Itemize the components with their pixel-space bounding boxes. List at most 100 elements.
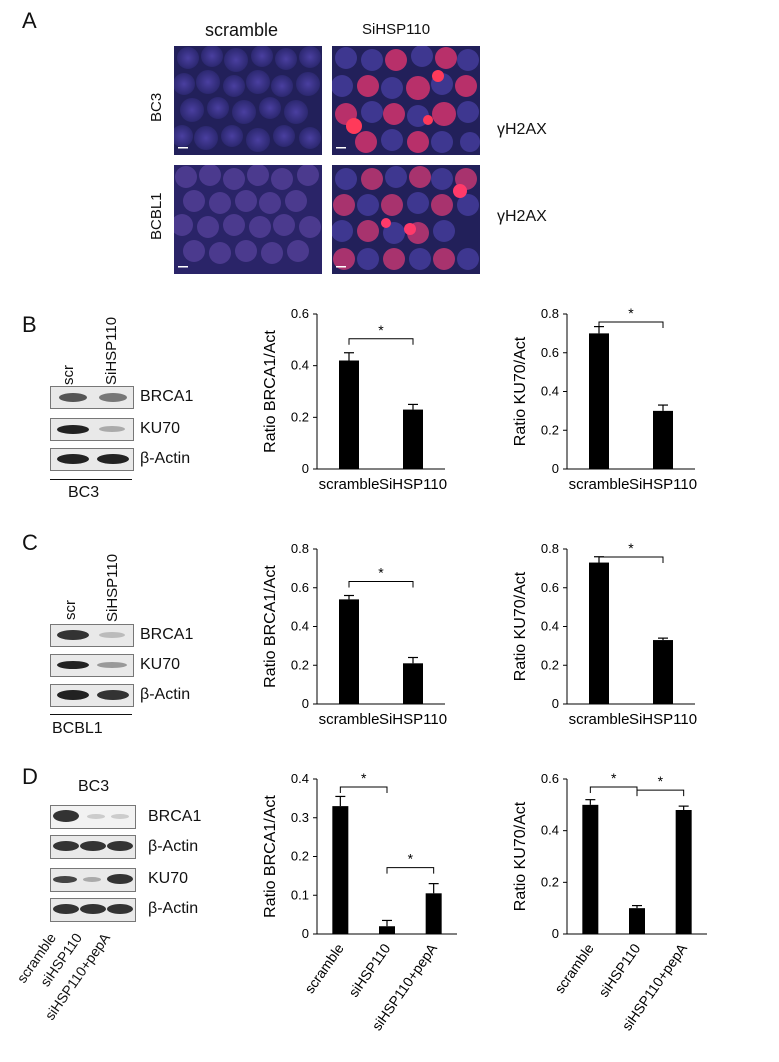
significance-marker: * <box>628 305 634 321</box>
band-label-brca1-b: BRCA1 <box>140 388 194 405</box>
cell-line-label-c: BCBL1 <box>52 720 103 737</box>
significance-bracket <box>598 321 664 328</box>
micrograph-bc3-scramble <box>174 46 322 155</box>
blot-brca1-b <box>50 386 134 409</box>
lane-label-sihsp110-c: SiHSP110 <box>104 553 121 622</box>
blot-actin-d1 <box>50 835 136 859</box>
band-label-ku70-b: KU70 <box>140 420 181 437</box>
panel-label-b: B <box>22 312 37 337</box>
bar <box>589 562 609 704</box>
x-category-label: siHSP110 <box>595 940 643 999</box>
y-tick-label: 0 <box>552 696 559 711</box>
lane-label-sihsp110-b: SiHSP110 <box>103 316 120 385</box>
y-tick-label: 0.2 <box>291 409 309 424</box>
band-label-actin-c: β-Actin <box>140 686 191 703</box>
y-tick-label: 0.2 <box>541 422 559 437</box>
x-category-label: scramble <box>319 476 380 493</box>
significance-marker: * <box>378 322 384 338</box>
col-header-scramble: scramble <box>205 20 279 40</box>
panel-label-a: A <box>22 8 37 33</box>
micrograph-bc3-sihsp110 <box>332 46 480 155</box>
stain-label-bc3: γH2AX <box>497 121 547 138</box>
panel-label-c: C <box>22 530 38 555</box>
y-tick-label: 0.4 <box>541 384 559 399</box>
y-tick-label: 0.2 <box>291 657 309 672</box>
band-label-actin-d2: β-Actin <box>148 900 199 917</box>
cell-line-label-d: BC3 <box>78 778 110 795</box>
blot-brca1-d <box>50 805 136 829</box>
y-tick-label: 0.2 <box>541 874 559 889</box>
bar <box>589 333 609 469</box>
bar <box>653 640 673 704</box>
y-tick-label: 0.6 <box>291 306 309 321</box>
x-category-label: siHSP110 <box>345 940 393 999</box>
blot-actin-d2 <box>50 898 136 922</box>
significance-marker: * <box>628 540 634 556</box>
band-label-actin-b: β-Actin <box>140 450 191 467</box>
y-axis-label: Ratio BRCA1/Act <box>262 565 279 688</box>
y-axis-label: Ratio BRCA1/Act <box>262 795 279 918</box>
band-label-actin-d1: β-Actin <box>148 838 199 855</box>
y-tick-label: 0.4 <box>291 619 309 634</box>
y-tick-label: 0.2 <box>541 657 559 672</box>
y-tick-label: 0 <box>302 461 309 476</box>
x-category-label: SiHSP110 <box>629 476 697 493</box>
row-label-bcbl1: BCBL1 <box>148 192 165 240</box>
band-label-brca1-c: BRCA1 <box>140 626 194 643</box>
blot-actin-c <box>50 684 134 707</box>
y-tick-label: 0.6 <box>541 771 559 786</box>
significance-bracket <box>348 338 414 345</box>
cell-line-rule-c <box>50 714 132 715</box>
chart-b-brca1: Ratio BRCA1/Act 0 0.2 0.4 0.6 scramble SiHSP11… <box>262 306 447 493</box>
significance-bracket <box>339 786 388 793</box>
significance-marker: * <box>408 851 414 867</box>
chart-c-brca1: Ratio BRCA1/Act 0 0.2 0.4 0.6 0.8 scramble SiHS… <box>262 541 447 728</box>
y-tick-label: 0 <box>302 696 309 711</box>
x-category-label: scramble <box>319 711 380 728</box>
y-axis-label: Ratio BRCA1/Act <box>262 330 279 453</box>
band-label-ku70-c: KU70 <box>140 656 181 673</box>
y-tick-label: 0.6 <box>291 580 309 595</box>
y-tick-label: 0.2 <box>291 849 309 864</box>
bar <box>403 663 423 704</box>
significance-bracket <box>589 786 638 793</box>
y-axis-label: Ratio KU70/Act <box>512 571 529 681</box>
significance-marker: * <box>361 770 367 786</box>
stain-label-bcbl1: γH2AX <box>497 208 547 225</box>
y-tick-label: 0.8 <box>541 306 559 321</box>
bar <box>403 409 423 469</box>
blot-actin-b <box>50 448 134 471</box>
bar <box>332 806 349 934</box>
significance-bracket <box>386 867 435 874</box>
significance-bracket <box>598 556 664 563</box>
bar <box>629 908 645 934</box>
y-axis-label: Ratio KU70/Act <box>512 801 529 911</box>
blot-ku70-d <box>50 868 136 892</box>
bar <box>339 360 359 469</box>
micrograph-bcbl1-sihsp110 <box>332 165 480 274</box>
y-tick-label: 0.4 <box>541 823 559 838</box>
x-category-label: scramble <box>551 940 597 996</box>
chart-b-ku70: Ratio KU70/Act 0 0.2 0.4 0.6 0.8 scramble SiHSP… <box>512 305 697 493</box>
y-tick-label: 0.6 <box>541 580 559 595</box>
chart-d-ku70: Ratio KU70/Act 0 0.2 0.4 0.6 scramblesiHSP110… <box>512 770 707 1033</box>
y-tick-label: 0.8 <box>291 541 309 556</box>
y-tick-label: 0 <box>552 461 559 476</box>
significance-marker: * <box>378 565 384 581</box>
col-header-sihsp110: SiHSP110 <box>362 21 431 38</box>
x-category-label: scramble <box>301 940 347 996</box>
y-tick-label: 0.4 <box>291 358 309 373</box>
chart-d-brca1: Ratio BRCA1/Act 0 0.1 0.2 0.3 0.4 scramblesiHS… <box>262 770 457 1033</box>
y-tick-label: 0 <box>302 926 309 941</box>
x-category-label: SiHSP110 <box>629 711 697 728</box>
bar <box>339 599 359 704</box>
band-label-ku70-d: KU70 <box>148 870 189 887</box>
y-tick-label: 0.4 <box>291 771 309 786</box>
blot-ku70-b <box>50 418 134 441</box>
blot-brca1-c <box>50 624 134 647</box>
lane-label-scr-c: scr <box>62 600 79 620</box>
y-axis-label: Ratio KU70/Act <box>512 336 529 446</box>
significance-bracket <box>636 789 685 797</box>
bar <box>675 810 692 934</box>
panel-label-d: D <box>22 764 38 789</box>
